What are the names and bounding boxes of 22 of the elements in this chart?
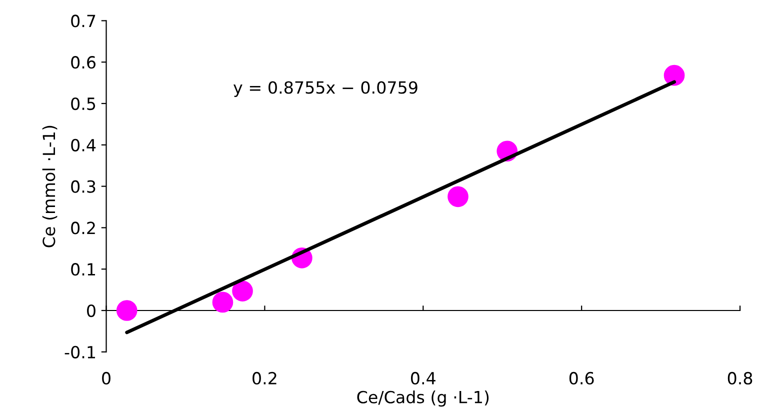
- y-tick-label: 0.3: [71, 180, 96, 193]
- y-tick-label: -0.1: [64, 346, 95, 358]
- y-tick-label: 0: [87, 304, 96, 318]
- point: [232, 280, 253, 302]
- x-axis-title: Ce/Cads (g ·L-1): [357, 390, 489, 407]
- y-tick-label: 0.5: [71, 97, 96, 110]
- y-tick-label: 0.4: [71, 138, 96, 152]
- y-tick-label: 0.7: [71, 14, 96, 28]
- point: [664, 64, 685, 86]
- point: [116, 300, 138, 321]
- y-tick-label: 0.6: [71, 56, 96, 69]
- point: [448, 186, 468, 208]
- y-axis-title: Ce (mmol ·L-1): [42, 126, 58, 248]
- x-tick-label: 0.6: [569, 372, 594, 385]
- annotation: y = 0.8755x − 0.0759: [234, 81, 418, 98]
- x-tick-label: 0.2: [252, 372, 276, 385]
- x-tick-label: 0.4: [410, 372, 436, 385]
- y-tick-label: 0.1: [71, 263, 95, 276]
- point: [212, 292, 234, 313]
- x-tick-label: 0: [102, 372, 110, 385]
- x-tick-label: 0.8: [728, 372, 752, 385]
- y-tick-label: 0.2: [71, 222, 95, 234]
